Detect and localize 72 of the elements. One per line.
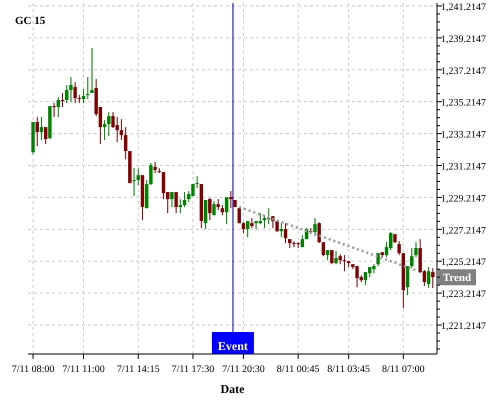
x-tick-label: 7/11 08:00 (12, 364, 54, 375)
candlestick (355, 266, 359, 288)
candlestick (116, 116, 119, 143)
candlestick (397, 240, 401, 256)
candlestick (250, 218, 254, 229)
y-tick-label: 1,233.2147 (441, 130, 486, 141)
text: Trend (442, 272, 472, 284)
y-tick-label: 1,237.2147 (441, 66, 486, 77)
candlestick (426, 266, 430, 289)
candlestick (242, 222, 246, 234)
candlestick (376, 252, 380, 267)
x-tick-label: 8/11 03:45 (327, 364, 370, 375)
candlestick (368, 266, 372, 278)
candlestick (56, 96, 60, 118)
candlestick (153, 162, 157, 174)
text: GC 15 (15, 15, 46, 27)
x-tick-label: 7/11 20:30 (222, 364, 265, 375)
candlestick (229, 190, 233, 209)
x-tick-label: 7/11 11:00 (62, 364, 105, 375)
candlestick (389, 232, 392, 251)
candlestick (69, 76, 73, 103)
candlestick (238, 208, 241, 224)
candlestick (40, 116, 44, 141)
y-tick-label: 1,225.2147 (441, 257, 486, 268)
candlestick (208, 198, 212, 221)
y-tick-label: 1,239.2147 (441, 34, 486, 45)
candlestick (73, 82, 77, 104)
candlestick (107, 112, 110, 137)
candlestick (65, 84, 68, 104)
x-tick-label: 8/11 00:45 (276, 364, 320, 375)
candlestick (342, 254, 346, 272)
candlestick (178, 198, 182, 214)
candlestick (322, 242, 326, 257)
candlestick (136, 168, 140, 186)
candlestick (149, 162, 153, 186)
candlestick (216, 198, 220, 211)
candlestick (44, 126, 48, 145)
candlestick (317, 222, 321, 244)
candlestick (204, 200, 208, 230)
candlestick (224, 196, 228, 225)
candlestick (410, 248, 414, 269)
x-tick-label: 7/11 17:30 (172, 364, 214, 375)
candlestick (102, 120, 106, 141)
candlestick (195, 176, 199, 189)
y-tick-label: 1,227.2147 (441, 225, 486, 236)
candlestick (170, 192, 174, 208)
candlestick (280, 222, 284, 238)
candlestick (330, 250, 334, 265)
candlestick (86, 76, 90, 100)
candlestick (124, 126, 128, 160)
candlestick (52, 102, 56, 118)
candlestick (258, 212, 262, 225)
y-tick-label: 1,241.2147 (441, 2, 486, 13)
y-tick-label: 1,235.2147 (441, 98, 486, 109)
candlestick (246, 220, 250, 238)
y-tick-label: 1,223.2147 (441, 289, 486, 300)
y-tick-label: 1,221.2147 (441, 321, 486, 332)
candlestick (174, 192, 178, 214)
y-tick-label: 1,229.2147 (441, 193, 486, 204)
candlestick (431, 268, 434, 289)
y-tick-label: 1,231.2147 (441, 162, 486, 172)
candlestick (120, 118, 124, 141)
candlestick (326, 250, 330, 261)
candlestick (220, 204, 224, 216)
candlestick (338, 254, 342, 265)
x-tick-label: 8/11 07:00 (382, 364, 425, 375)
candlestick (90, 47, 94, 94)
annotation: Event (218, 339, 248, 353)
x-axis-title: Date (220, 382, 246, 396)
candlestick (334, 250, 338, 265)
x-tick-label: 7/11 14:15 (116, 364, 160, 375)
candlestick (36, 116, 39, 147)
